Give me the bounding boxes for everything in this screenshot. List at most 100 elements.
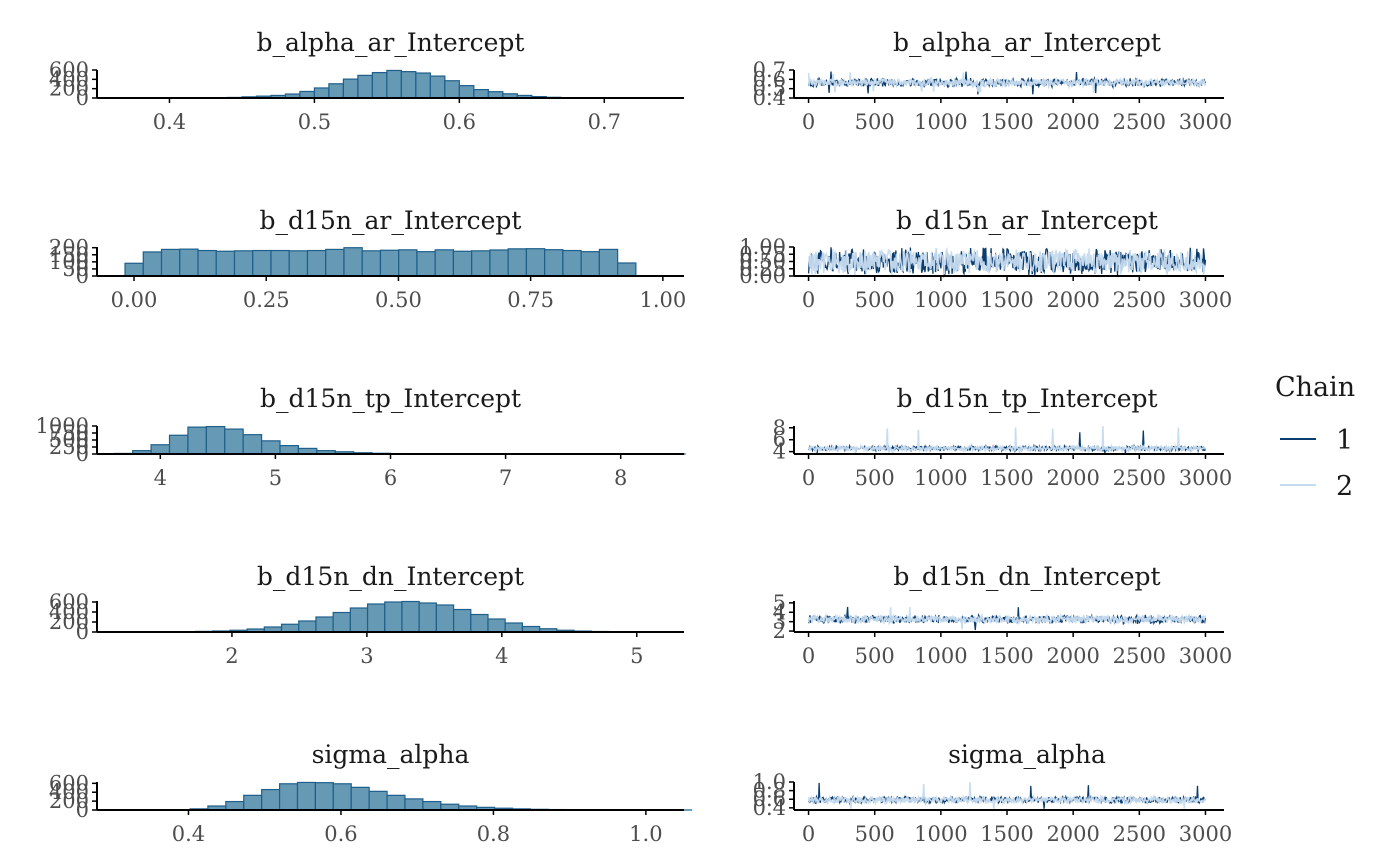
histogram-bar — [124, 262, 144, 277]
y-tick-label: 400 — [49, 600, 89, 624]
y-tick-label: 200 — [49, 610, 89, 634]
histogram-bar — [434, 249, 455, 277]
y-tick-label: 0.7 — [753, 58, 786, 82]
x-tick-label: 0.7 — [588, 110, 621, 134]
histogram-bar — [261, 788, 281, 811]
x-tick-label: 3000 — [1179, 288, 1232, 312]
panel-trace-3: b_d15n_tp_Intercept 0 500 1000 1500 2000 2500 3… — [773, 384, 1233, 490]
histogram-bars — [126, 600, 678, 633]
y-tick-label: 0.6 — [753, 67, 786, 91]
histogram-bar — [386, 69, 402, 99]
x-tick-label: 1000 — [914, 466, 967, 490]
y-tick-label: 0.25 — [739, 257, 786, 281]
x-tick-label: 1500 — [980, 110, 1033, 134]
x-tick-label: 8 — [614, 466, 627, 490]
trace-lines — [807, 782, 1207, 809]
histogram-bar — [404, 798, 424, 811]
y-tick-label: 2 — [773, 619, 786, 643]
histogram-bar — [298, 620, 317, 633]
x-tick-label: 1000 — [914, 288, 967, 312]
histogram-bar — [279, 445, 300, 455]
histogram-bar — [429, 75, 446, 99]
histogram-bar — [617, 262, 637, 277]
y-tick-label: 100 — [49, 250, 89, 274]
panel-trace-4: b_d15n_dn_Intercept 0 500 1000 1500 2000 2500 3… — [773, 562, 1233, 668]
histogram-bar — [225, 800, 245, 811]
panel-title: sigma_alpha — [948, 740, 1106, 769]
histogram-bar — [366, 603, 386, 633]
histogram-bar — [306, 249, 327, 277]
panel-trace-1: b_alpha_ar_Intercept 0 500 1000 1500 2000 2500… — [753, 28, 1233, 134]
y-tick-label: 0.4 — [753, 796, 786, 820]
x-tick-label: 1000 — [914, 644, 967, 668]
trace-line-chain-2 — [807, 72, 1207, 93]
y-tick-label: 0.6 — [753, 787, 786, 811]
panel-trace-5: sigma_alpha 0 500 1000 1500 2000 2500 3000 0.40.… — [753, 740, 1233, 846]
histogram-bar — [371, 71, 388, 99]
y-tick-label: 1.0 — [753, 770, 786, 794]
histogram-bar — [562, 249, 582, 277]
histogram-bar — [473, 88, 489, 99]
x-tick-label: 2000 — [1046, 110, 1099, 134]
panel-title: b_d15n_tp_Intercept — [260, 384, 521, 413]
histogram-bar — [224, 428, 244, 455]
y-tick-label: 600 — [49, 58, 89, 82]
histogram-bar — [288, 250, 309, 277]
x-tick-label: 0.8 — [477, 822, 510, 846]
y-tick-label: 5 — [773, 591, 786, 615]
histogram-bars — [124, 247, 637, 277]
y-tick-label: 150 — [49, 243, 89, 267]
histogram-bar — [205, 425, 226, 455]
x-tick-label: 0.75 — [507, 288, 554, 312]
x-tick-label: 0 — [802, 644, 815, 668]
x-tick-label: 500 — [855, 110, 895, 134]
x-tick-label: 0 — [802, 466, 815, 490]
x-tick-label: 6 — [384, 466, 397, 490]
x-tick-label: 1000 — [914, 822, 967, 846]
histogram-bar — [525, 248, 546, 277]
histogram-bar — [343, 247, 363, 277]
histogram-bar — [580, 251, 600, 277]
legend: Chain 1 2 — [1275, 372, 1355, 502]
histogram-bar — [458, 85, 475, 99]
x-tick-label: 3000 — [1179, 466, 1232, 490]
histogram-bar — [471, 250, 491, 277]
x-tick-label: 2500 — [1113, 822, 1166, 846]
y-tick-label: 0.4 — [753, 86, 786, 110]
x-tick-label: 1500 — [980, 822, 1033, 846]
histogram-bar — [243, 794, 263, 811]
y-tick-label: 8 — [773, 416, 786, 440]
histogram-bar — [361, 250, 382, 277]
legend-label-chain-2: 2 — [1336, 471, 1353, 502]
x-tick-label: 500 — [855, 288, 895, 312]
x-tick-label: 2000 — [1046, 288, 1099, 312]
histogram-bar — [349, 607, 369, 633]
histogram-bar — [197, 249, 217, 277]
y-tick-label: 750 — [49, 421, 89, 445]
histogram-bar — [215, 250, 236, 277]
histogram-bar — [150, 444, 171, 455]
histogram-bar — [504, 622, 524, 633]
x-tick-label: 3000 — [1179, 110, 1232, 134]
y-tick-label: 1000 — [36, 414, 89, 438]
panel-hist-1: b_alpha_ar_Intercept 0.4 0.5 0.6 0.7 02004006… — [49, 28, 684, 134]
histogram-bars — [153, 781, 693, 811]
panel-title: b_alpha_ar_Intercept — [893, 28, 1161, 57]
y-tick-label: 200 — [49, 77, 89, 101]
x-tick-label: 0.25 — [243, 288, 290, 312]
legend-label-chain-1: 1 — [1336, 425, 1353, 456]
y-tick-label: 600 — [49, 590, 89, 614]
trace-line-chain-2 — [807, 246, 1207, 277]
x-tick-label: 5 — [630, 644, 643, 668]
panel-title: b_d15n_ar_Intercept — [260, 206, 522, 235]
histogram-bar — [444, 80, 460, 99]
x-tick-label: 500 — [855, 644, 895, 668]
histogram-bar — [280, 623, 300, 633]
x-tick-label: 2500 — [1113, 288, 1166, 312]
histogram-bar — [325, 248, 345, 277]
x-tick-label: 0.4 — [172, 822, 205, 846]
y-tick-label: 600 — [49, 771, 89, 795]
